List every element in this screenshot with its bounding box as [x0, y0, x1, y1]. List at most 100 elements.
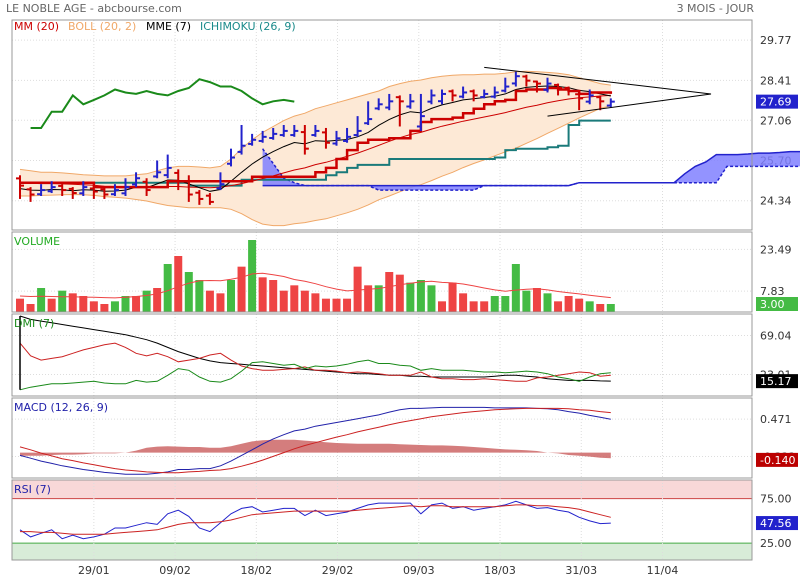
last-price-badge-bg — [756, 94, 798, 109]
dmi-dmi-minus-line — [19, 342, 611, 382]
ohlc-bar — [511, 71, 520, 87]
volume-bar — [321, 298, 330, 312]
volume-bar — [606, 304, 615, 312]
volume-bar — [480, 301, 489, 312]
volume-bar — [163, 264, 172, 312]
ohlc-bar — [58, 184, 67, 196]
ohlc-bar — [427, 89, 436, 105]
ohlc-bar — [153, 160, 162, 179]
ohlc-bar — [142, 178, 151, 196]
last-rsi-badge-bg — [756, 516, 798, 531]
last-dmi-badge-bg — [756, 374, 798, 389]
ohlc-bar — [290, 125, 299, 137]
ohlc-bar — [480, 89, 489, 99]
ohlc-bar — [47, 181, 56, 194]
macd-panel-frame — [11, 397, 753, 479]
volume-bar — [438, 301, 446, 312]
rsi-ma-line — [20, 504, 611, 535]
volume-bar — [89, 301, 98, 312]
ohlc-bar — [575, 92, 584, 111]
volume-bar — [174, 256, 183, 312]
volume-bar — [311, 293, 320, 312]
last-volume-badge: 3.00 — [760, 298, 785, 311]
ohlc-bar — [416, 93, 425, 131]
x-tick-label: 11/04 — [647, 564, 679, 577]
ohlc-bar — [459, 86, 468, 99]
volume-bar — [132, 296, 141, 312]
chart-period[interactable]: 3 MOIS - JOUR — [676, 2, 754, 15]
volume-bar — [216, 293, 225, 312]
ohlc-bar — [501, 77, 510, 93]
volume-bar — [554, 301, 563, 312]
ohlc-bar — [343, 127, 352, 143]
trendline — [484, 66, 712, 95]
volume-bar — [374, 285, 383, 312]
rsi-overbought-zone — [12, 480, 752, 499]
ohlc-bar — [364, 101, 373, 125]
rsi-line — [19, 500, 611, 540]
volume-bar — [353, 266, 362, 312]
ohlc-bar — [585, 89, 594, 105]
ohlc-bar — [195, 190, 204, 205]
last-macd-badge: -0.140 — [760, 454, 795, 467]
volume-bar — [596, 304, 605, 312]
volume-bar — [58, 290, 67, 312]
macd-macd-line — [19, 406, 611, 475]
ohlc-bar — [374, 98, 383, 111]
last-price-badge: 27.69 — [760, 96, 792, 109]
x-tick-label: 29/01 — [78, 564, 110, 577]
ohlc-bar — [385, 93, 394, 111]
ohlc-bar — [469, 89, 478, 102]
volume-bar — [227, 280, 235, 312]
volume-ma-line — [19, 272, 611, 299]
volume-bar — [269, 280, 278, 312]
volume-bar — [16, 298, 24, 312]
dmi-dmi-plus-line — [19, 359, 611, 391]
y-tick-label: 25.00 — [760, 537, 792, 550]
volume-bar — [290, 285, 299, 312]
ohlc-bar — [258, 130, 267, 143]
last-volume-badge-bg — [756, 297, 798, 311]
ohlc-bar — [163, 154, 172, 179]
ohlc-bar — [596, 95, 605, 111]
ohlc-bar — [216, 172, 225, 191]
ichimoku-tenkan-line — [20, 86, 613, 189]
ohlc-bar — [79, 181, 88, 196]
ohlc-bar — [37, 184, 46, 196]
y-tick-label: 28.41 — [760, 74, 792, 87]
ichimoku-chikou-line — [30, 78, 295, 129]
legend-entry: MM (20) — [14, 20, 59, 33]
legend-entry: ICHIMOKU (26, 9) — [200, 20, 296, 33]
ohlc-bar — [564, 86, 573, 96]
ohlc-bar — [248, 133, 257, 146]
ohlc-bar — [121, 178, 130, 196]
volume-bar — [448, 282, 457, 312]
ohlc-bar — [89, 187, 98, 199]
y-tick-label: 0.471 — [760, 413, 792, 426]
volume-bar — [237, 266, 246, 312]
ohlc-bar — [300, 125, 309, 155]
ohlc-bar — [490, 86, 499, 99]
volume-bar — [279, 290, 288, 312]
ohlc-bar — [406, 93, 415, 109]
bollinger-upper-line — [19, 70, 611, 177]
y-tick-label: 75.00 — [760, 493, 792, 506]
ohlc-bar — [237, 125, 246, 155]
rsi-panel-frame — [11, 479, 753, 561]
rsi-label: RSI (7) — [14, 483, 51, 496]
volume-bar — [121, 296, 130, 312]
volume-bar — [205, 290, 214, 312]
volume-bar — [501, 296, 510, 312]
ohlc-bar — [100, 187, 109, 199]
ohlc-bar — [321, 127, 330, 149]
ohlc-bar — [554, 83, 563, 96]
dmi-panel-frame — [11, 313, 753, 397]
x-tick-label: 29/02 — [322, 564, 354, 577]
ohlc-bar — [311, 125, 320, 137]
last-macd-badge-bg — [756, 452, 798, 467]
macd-label: MACD (12, 26, 9) — [14, 401, 108, 414]
ichimoku-cloud — [262, 148, 800, 191]
ohlc-bar — [227, 148, 235, 167]
